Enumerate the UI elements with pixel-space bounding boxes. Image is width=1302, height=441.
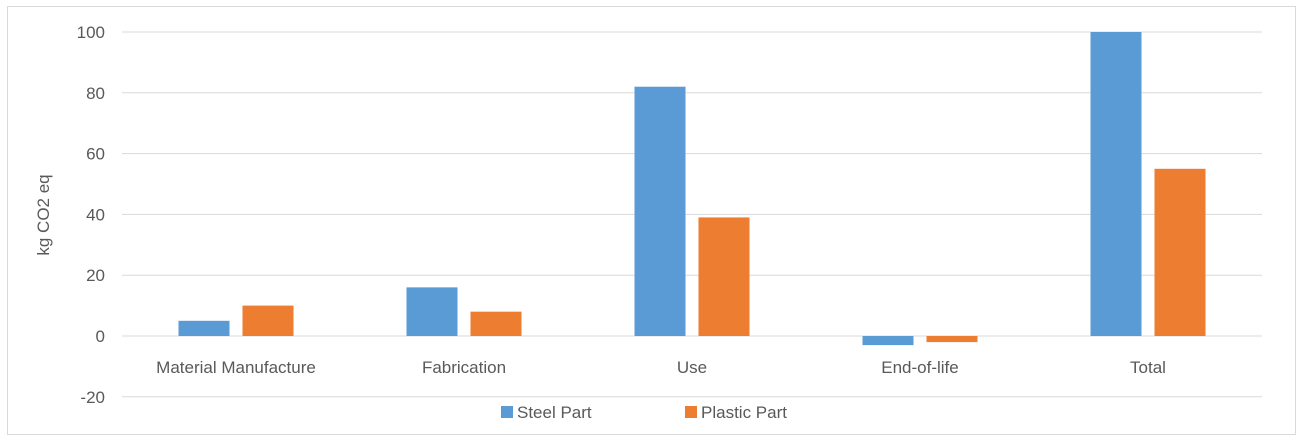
bar-plastic [1154,168,1206,336]
x-tick-labels: Material Manufacture Fabrication Use End-of… [156,358,1166,377]
legend-label: Steel Part [517,403,592,422]
bar-plastic [242,305,294,336]
bar-steel [1090,32,1142,336]
x-tick-label: Total [1130,358,1166,377]
y-tick-label: -20 [80,388,105,407]
legend-swatch [685,406,697,418]
legend: Steel Part Plastic Part [501,403,787,422]
x-tick-label: End-of-life [881,358,958,377]
legend-label: Plastic Part [701,403,787,422]
y-axis-title: kg CO2 eq [34,174,53,255]
bar-plastic [698,217,750,336]
bar-plastic [470,311,522,336]
y-tick-label: 60 [86,145,105,164]
bar-steel [406,287,458,336]
y-tick-label: 20 [86,266,105,285]
y-tick-label: 0 [96,327,105,346]
bar-steel [634,86,686,336]
y-tick-label: 80 [86,84,105,103]
y-tick-label: 100 [77,23,105,42]
legend-swatch [501,406,513,418]
y-tick-label: 40 [86,205,105,224]
bars [178,32,1206,346]
x-tick-label: Use [677,358,707,377]
bar-plastic [926,336,978,343]
x-tick-label: Fabrication [422,358,506,377]
bar-steel [178,320,230,336]
x-tick-label: Material Manufacture [156,358,316,377]
gridlines [122,31,1262,398]
y-tick-labels: -20 0 20 40 60 80 100 [77,23,105,407]
bar-steel [862,336,914,346]
